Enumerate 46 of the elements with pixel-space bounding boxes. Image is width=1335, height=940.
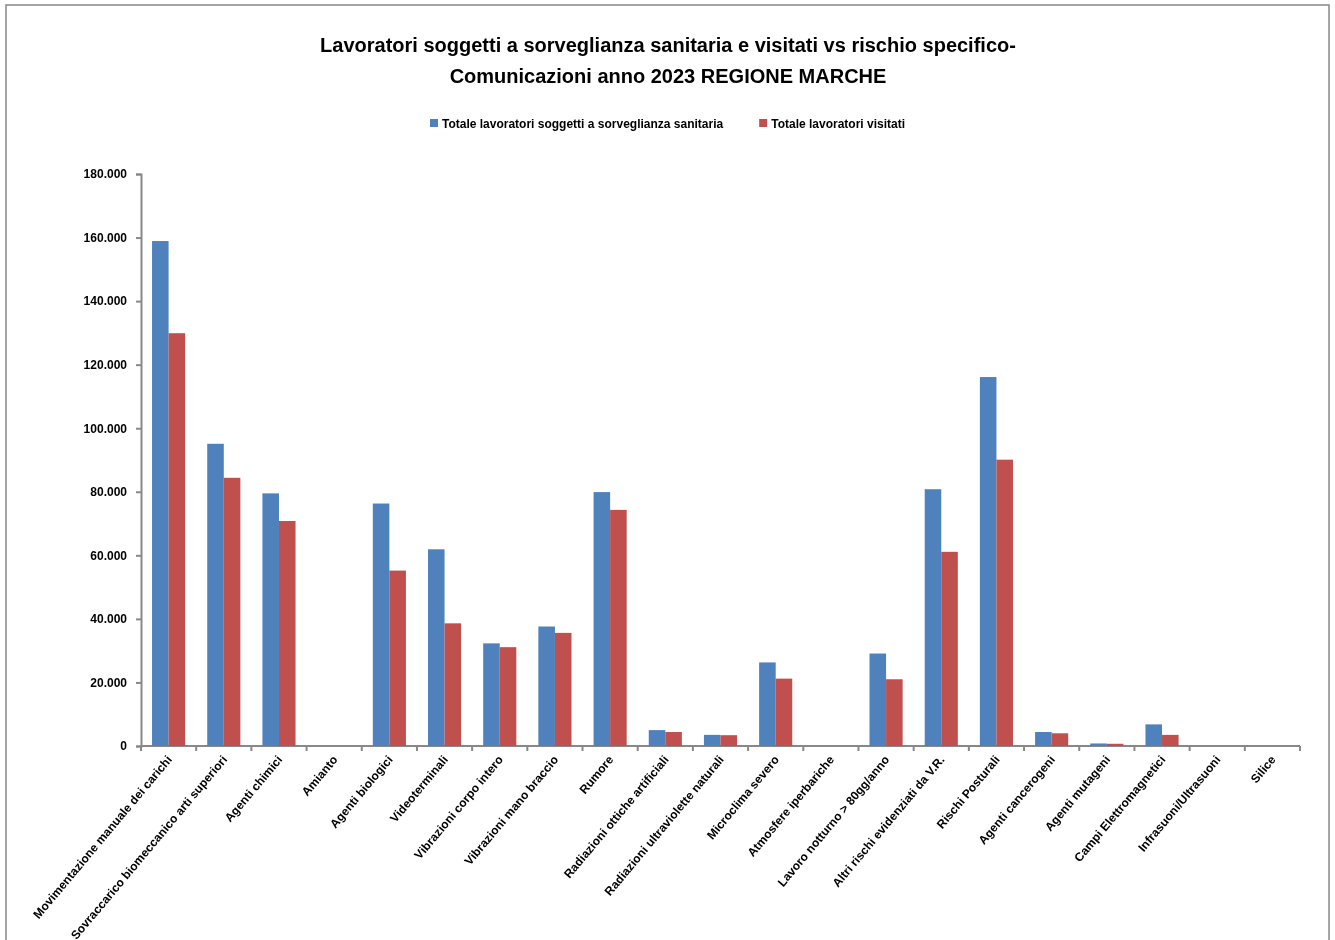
bar [538,626,555,746]
bar [262,493,279,746]
y-tick-label: 0 [120,739,128,754]
bar [775,678,793,746]
chart-title: Lavoratori soggetti a sorveglianza sanitaria e visitati vs rischio specifico- Comunicazioni anno 2023 REGIONE MARCHE [320,34,1016,87]
y-tick-label: 80.000 [90,485,128,500]
bar [1035,732,1052,746]
bar [869,653,887,746]
bar [941,551,958,746]
y-tick-label: 100.000 [83,421,128,436]
bar [483,643,500,746]
bar [720,735,738,746]
bar [610,509,627,746]
bar [886,679,903,746]
bar [1051,733,1069,746]
bar [223,477,241,746]
bar [278,521,296,746]
y-tick-label: 40.000 [90,612,128,627]
y-tick-label: 180.000 [83,167,128,182]
bar [372,503,390,746]
bar [1090,743,1107,746]
y-tick-label: 160.000 [83,230,128,245]
bar [759,662,776,746]
bar [703,734,721,746]
bar [996,459,1014,746]
bar [152,241,169,746]
bar [665,732,682,746]
y-tick-label: 140.000 [83,294,128,309]
bar [427,549,445,746]
legend-label: Totale lavoratori soggetti a sorveglianza sanitaria [441,117,724,131]
legend-label: Totale lavoratori visitati [771,117,906,131]
bar [593,492,611,746]
bar [1162,734,1179,746]
bar [444,623,462,746]
bar [207,443,224,746]
y-tick-label: 20.000 [90,675,128,690]
bar [924,489,942,746]
bar [979,377,997,746]
bar [648,730,666,746]
bar [1145,724,1163,746]
y-tick-label: 120.000 [83,358,128,373]
y-tick-label: 60.000 [90,548,128,563]
bar [168,333,186,746]
bar [499,647,517,746]
bar [389,570,406,746]
bar [554,632,572,746]
